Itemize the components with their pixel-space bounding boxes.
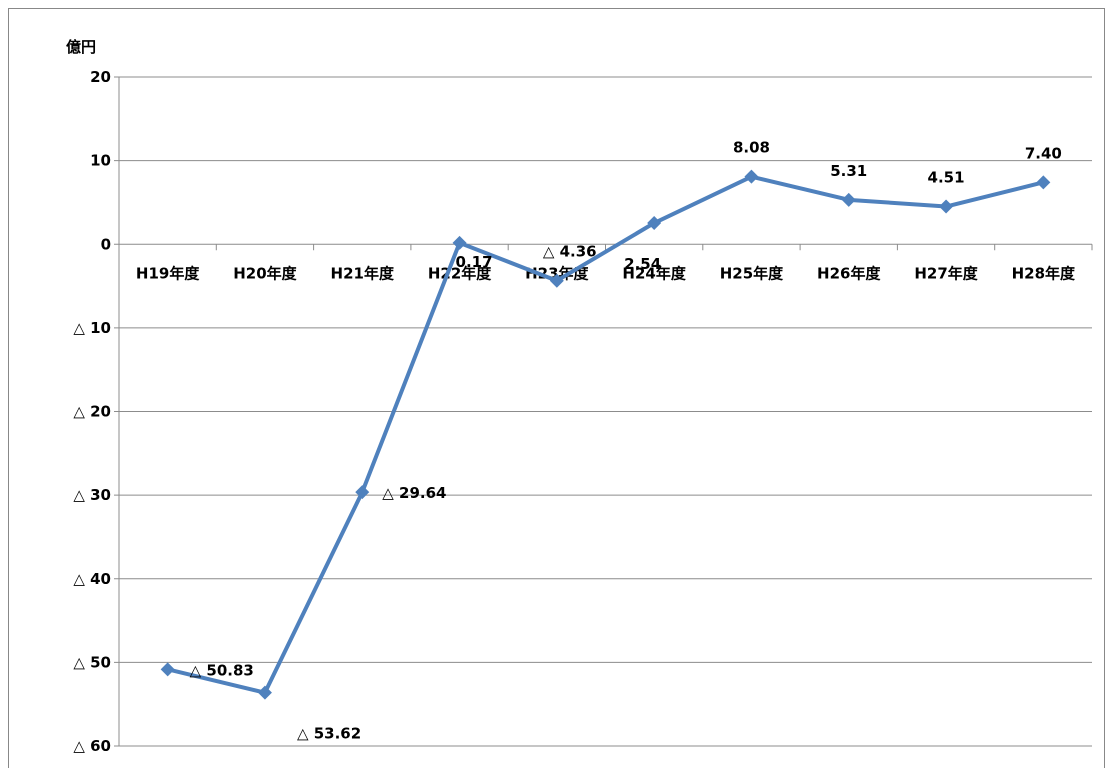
series-line-path xyxy=(167,174,1044,695)
y-tick-label: 20 xyxy=(90,68,111,86)
y-tick-label: △ 50 xyxy=(73,653,111,671)
axes xyxy=(114,76,1093,747)
x-tick-labels: H19年度 H20年度 H21年度 H22年度 H23年度 H24年度 H25年度 H26年度… xyxy=(136,264,1076,282)
x-tick-label: H28年度 xyxy=(1012,264,1076,282)
x-tick-label: H26年度 xyxy=(817,264,881,282)
data-point-marker xyxy=(160,662,175,677)
y-tick-label: △ 30 xyxy=(73,486,111,504)
data-point-marker xyxy=(647,216,662,231)
x-tick-label: H24年度 xyxy=(622,264,686,282)
data-point-marker xyxy=(744,169,759,184)
data-label: 7.40 xyxy=(1025,144,1062,162)
data-point-marker xyxy=(257,685,272,700)
y-tick-labels: 20 10 0 △ 10 △ 20 △ 30 △ 40 △ 50 △ 60 xyxy=(73,68,111,755)
data-label: △ 29.64 xyxy=(382,484,446,502)
x-tick-label: H20年度 xyxy=(233,264,297,282)
x-tick-label: H19年度 xyxy=(136,264,200,282)
chart-frame xyxy=(8,8,1105,768)
data-label: △ 4.36 xyxy=(543,243,597,261)
data-label: 4.51 xyxy=(928,169,965,187)
data-point-marker xyxy=(452,235,467,250)
data-markers xyxy=(160,169,1051,700)
y-tick-label: △ 10 xyxy=(73,319,111,337)
data-label: 0.17 xyxy=(456,253,493,271)
data-label: △ 53.62 xyxy=(297,725,361,743)
x-tick-label: H21年度 xyxy=(331,264,395,282)
data-label: △ 50.83 xyxy=(190,661,254,679)
data-label: 8.08 xyxy=(733,139,770,157)
data-point-marker xyxy=(841,192,856,207)
data-point-marker xyxy=(1036,175,1051,190)
data-point-marker xyxy=(939,199,954,214)
y-tick-label: △ 20 xyxy=(73,403,111,421)
y-tick-label: 10 xyxy=(90,152,111,170)
data-point-marker xyxy=(549,273,564,288)
y-tick-label: △ 60 xyxy=(73,737,111,755)
data-label: 5.31 xyxy=(830,162,867,180)
data-labels: △ 50.83 △ 53.62 △ 29.64 0.17 △ 4.36 2.54 8.08 5… xyxy=(190,139,1062,743)
data-point-marker xyxy=(355,485,370,500)
x-tick-label: H27年度 xyxy=(914,264,978,282)
y-tick-label: △ 40 xyxy=(73,570,111,588)
grid-lines xyxy=(119,76,1092,747)
y-axis-unit-label: 億円 xyxy=(66,38,96,56)
x-tick-label: H25年度 xyxy=(720,264,784,282)
y-tick-label: 0 xyxy=(101,235,111,253)
data-label: 2.54 xyxy=(624,255,661,273)
series-line xyxy=(167,174,1044,695)
